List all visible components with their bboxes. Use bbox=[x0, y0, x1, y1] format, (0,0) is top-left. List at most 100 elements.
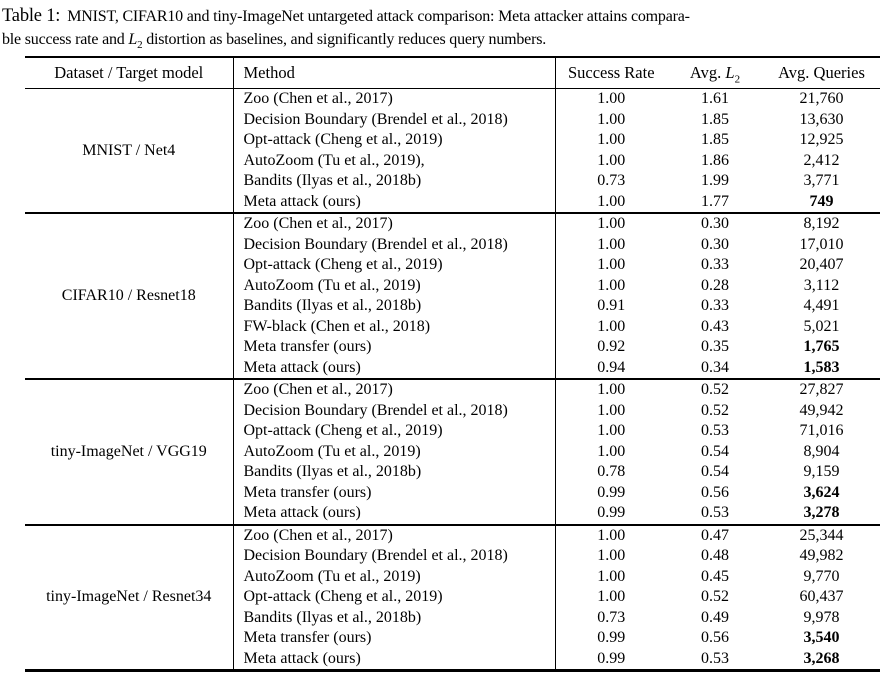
avg-l2-cell: 0.47 bbox=[701, 526, 729, 544]
l2-symbol: L bbox=[725, 63, 735, 82]
avg-queries-cell: 3,624 bbox=[803, 483, 840, 501]
success-rate-cell: 0.99 bbox=[597, 629, 626, 647]
method-cell: Opt-attack (Cheng et al., 2019) bbox=[233, 130, 556, 151]
dataset-cell: CIFAR10 / Resnet18 bbox=[25, 213, 234, 379]
table-row: Decision Boundary (Brendel et al., 2018)… bbox=[25, 109, 880, 130]
avg-l2-cell: 0.48 bbox=[701, 547, 729, 565]
success-rate-cell: 1.00 bbox=[597, 192, 626, 210]
avg-l2-cell: 0.34 bbox=[701, 358, 729, 376]
dataset-cell: MNIST / Net4 bbox=[25, 88, 234, 213]
avg-queries-cell: 60,437 bbox=[799, 588, 844, 606]
avg-l2-cell: 0.54 bbox=[701, 442, 729, 460]
col-header-dataset: Dataset / Target model bbox=[25, 57, 234, 89]
col-header-avg-queries: Avg. Queries bbox=[763, 57, 880, 89]
success-rate-cell: 1.00 bbox=[597, 215, 626, 233]
table-row: Opt-attack (Cheng et al., 2019) 1.00 0.5… bbox=[25, 421, 880, 442]
table-caption: Table 1: MNIST, CIFAR10 and tiny-ImageNet… bbox=[2, 5, 886, 51]
table-row: Bandits (Ilyas et al., 2018b) 0.73 1.99 … bbox=[25, 171, 880, 192]
l2-subscript: 2 bbox=[137, 39, 143, 52]
avg-l2-cell: 0.30 bbox=[701, 235, 729, 253]
avg-l2-cell: 0.30 bbox=[701, 215, 729, 233]
avg-l2-cell: 0.35 bbox=[701, 338, 729, 356]
avg-l2-cell: 1.77 bbox=[701, 192, 729, 210]
table-row: CIFAR10 / Resnet18 Zoo (Chen et al., 201… bbox=[25, 213, 880, 379]
method-cell: Meta attack (ours) bbox=[233, 191, 556, 213]
method-cell: Opt-attack (Cheng et al., 2019) bbox=[233, 255, 556, 276]
col-header-success-rate: Success Rate bbox=[555, 57, 667, 89]
table-row: Meta attack (ours) 1.00 1.77 749 bbox=[25, 191, 880, 213]
success-rate-cell: 1.00 bbox=[597, 526, 626, 544]
method-cell: Decision Boundary (Brendel et al., 2018) bbox=[233, 400, 556, 421]
table-row: Meta transfer (ours) 0.92 0.35 1,765 bbox=[25, 337, 880, 358]
table-header: Dataset / Target model Method Success Ra… bbox=[25, 57, 880, 89]
table-number-label: Table 1: bbox=[2, 6, 61, 26]
method-cell: Meta attack (ours) bbox=[233, 357, 556, 379]
avg-queries-cell: 5,021 bbox=[803, 317, 840, 335]
avg-l2-cell: 0.56 bbox=[701, 483, 729, 501]
table-row: AutoZoom (Tu et al., 2019) 1.00 0.54 8,9… bbox=[25, 441, 880, 462]
caption-line-2: ble success rate and L2 distortion as ba… bbox=[2, 28, 886, 51]
success-rate-cell: 1.00 bbox=[597, 422, 626, 440]
avg-queries-cell: 1,765 bbox=[803, 338, 840, 356]
avg-l2-cell: 0.53 bbox=[701, 649, 729, 667]
table-row: Decision Boundary (Brendel et al., 2018)… bbox=[25, 234, 880, 255]
table-row: Opt-attack (Cheng et al., 2019) 1.00 1.8… bbox=[25, 130, 880, 151]
method-cell: Zoo (Chen et al., 2017) bbox=[233, 88, 556, 110]
success-rate-cell: 0.91 bbox=[597, 297, 626, 315]
method-cell: AutoZoom (Tu et al., 2019) bbox=[233, 275, 556, 296]
avg-queries-cell: 8,904 bbox=[803, 442, 840, 460]
avg-queries-cell: 4,491 bbox=[803, 297, 840, 315]
table-row: Opt-attack (Cheng et al., 2019) 1.00 0.5… bbox=[25, 587, 880, 608]
success-rate-cell: 0.92 bbox=[597, 338, 626, 356]
method-cell: Meta transfer (ours) bbox=[233, 482, 556, 503]
caption-line-2-post: distortion as baselines, and significant… bbox=[142, 31, 547, 48]
avg-queries-cell: 49,942 bbox=[799, 401, 844, 419]
success-rate-cell: 0.99 bbox=[597, 504, 626, 522]
success-rate-cell: 1.00 bbox=[597, 381, 626, 399]
avg-l2-cell: 0.53 bbox=[701, 504, 729, 522]
caption-line-2-pre: ble success rate and bbox=[2, 31, 129, 48]
dataset-group-tinyimagenet-vgg19: tiny-ImageNet / VGG19 Zoo (Chen et al., … bbox=[25, 379, 880, 525]
method-cell: FW-black (Chen et al., 2018) bbox=[233, 316, 556, 337]
avg-l2-cell: 0.45 bbox=[701, 567, 729, 585]
avg-queries-cell: 3,112 bbox=[803, 276, 840, 294]
avg-queries-cell: 27,827 bbox=[799, 381, 844, 399]
success-rate-cell: 1.00 bbox=[597, 588, 626, 606]
avg-queries-cell: 9,159 bbox=[803, 463, 840, 481]
avg-queries-cell: 20,407 bbox=[799, 256, 844, 274]
avg-l2-cell: 1.99 bbox=[701, 172, 729, 190]
table-row: Meta attack (ours) 0.94 0.34 1,583 bbox=[25, 357, 880, 379]
method-cell: Zoo (Chen et al., 2017) bbox=[233, 213, 556, 235]
col-header-method: Method bbox=[233, 57, 556, 89]
success-rate-cell: 0.73 bbox=[597, 172, 626, 190]
avg-queries-cell: 8,192 bbox=[803, 215, 840, 233]
avg-queries-cell: 25,344 bbox=[799, 526, 844, 544]
avg-l2-cell: 0.52 bbox=[701, 381, 729, 399]
success-rate-cell: 0.99 bbox=[597, 483, 626, 501]
table-row: AutoZoom (Tu et al., 2019), 1.00 1.86 2,… bbox=[25, 150, 880, 171]
results-table: Dataset / Target model Method Success Ra… bbox=[25, 56, 880, 672]
avg-queries-cell: 49,982 bbox=[799, 547, 844, 565]
success-rate-cell: 0.78 bbox=[597, 463, 626, 481]
table-row: Meta attack (ours) 0.99 0.53 3,278 bbox=[25, 503, 880, 525]
dataset-cell: tiny-ImageNet / Resnet34 bbox=[25, 524, 234, 671]
avg-queries-cell: 12,925 bbox=[799, 131, 844, 149]
method-cell: Meta transfer (ours) bbox=[233, 628, 556, 649]
avg-queries-cell: 21,760 bbox=[799, 90, 844, 108]
avg-queries-cell: 1,583 bbox=[803, 358, 840, 376]
table-row: Bandits (Ilyas et al., 2018b) 0.91 0.33 … bbox=[25, 296, 880, 317]
table-row: Decision Boundary (Brendel et al., 2018)… bbox=[25, 400, 880, 421]
avg-queries-cell: 9,978 bbox=[803, 608, 840, 626]
table-row: FW-black (Chen et al., 2018) 1.00 0.43 5… bbox=[25, 316, 880, 337]
table-row: Meta attack (ours) 0.99 0.53 3,268 bbox=[25, 648, 880, 671]
avg-queries-cell: 3,278 bbox=[803, 504, 840, 522]
avg-l2-cell: 0.43 bbox=[701, 317, 729, 335]
table-row: tiny-ImageNet / VGG19 Zoo (Chen et al., … bbox=[25, 379, 880, 525]
caption-line-1-text: MNIST, CIFAR10 and tiny-ImageNet untarge… bbox=[67, 8, 690, 25]
method-cell: Decision Boundary (Brendel et al., 2018) bbox=[233, 234, 556, 255]
success-rate-cell: 1.00 bbox=[597, 442, 626, 460]
table-row: AutoZoom (Tu et al., 2019) 1.00 0.28 3,1… bbox=[25, 275, 880, 296]
method-cell: Zoo (Chen et al., 2017) bbox=[233, 524, 556, 546]
avg-l2-cell: 0.33 bbox=[701, 256, 729, 274]
